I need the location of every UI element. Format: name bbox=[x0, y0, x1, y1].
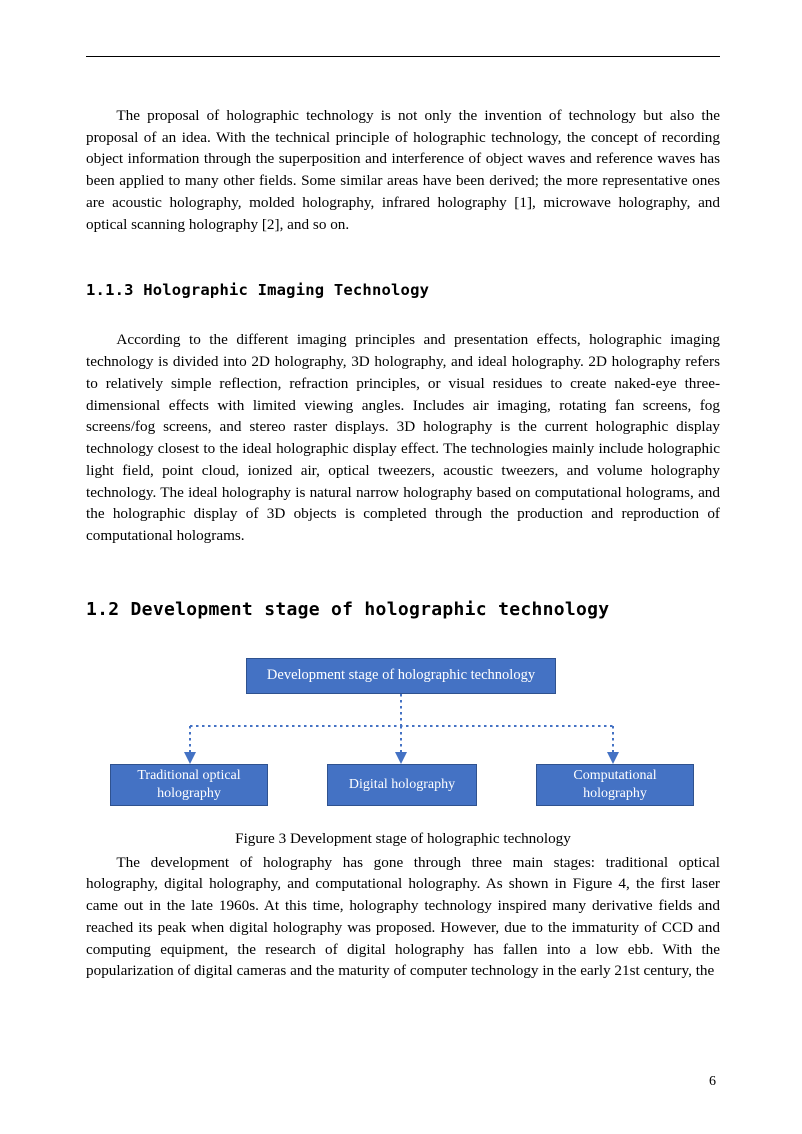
diagram-root-box: Development stage of holographic technol… bbox=[246, 658, 556, 694]
page-content: The proposal of holographic technology i… bbox=[86, 56, 720, 982]
paragraph-intro: The proposal of holographic technology i… bbox=[86, 105, 720, 235]
heading-1-2: 1.2 Development stage of holographic tec… bbox=[86, 599, 720, 620]
header-rule bbox=[86, 56, 720, 57]
paragraph-development: The development of holography has gone t… bbox=[86, 852, 720, 982]
diagram-child-2: Digital holography bbox=[327, 764, 477, 806]
paragraph-imaging: According to the different imaging princ… bbox=[86, 329, 720, 546]
figure-3-caption: Figure 3 Development stage of holographi… bbox=[86, 830, 720, 848]
diagram-child-1: Traditional optical holography bbox=[110, 764, 268, 806]
diagram-child-3: Computational holography bbox=[536, 764, 694, 806]
figure-3-diagram: Development stage of holographic technol… bbox=[86, 658, 720, 830]
page-number: 6 bbox=[709, 1074, 716, 1090]
heading-1-1-3: 1.1.3 Holographic Imaging Technology bbox=[86, 281, 720, 299]
diagram-children-row: Traditional optical holography Digital h… bbox=[86, 764, 720, 806]
